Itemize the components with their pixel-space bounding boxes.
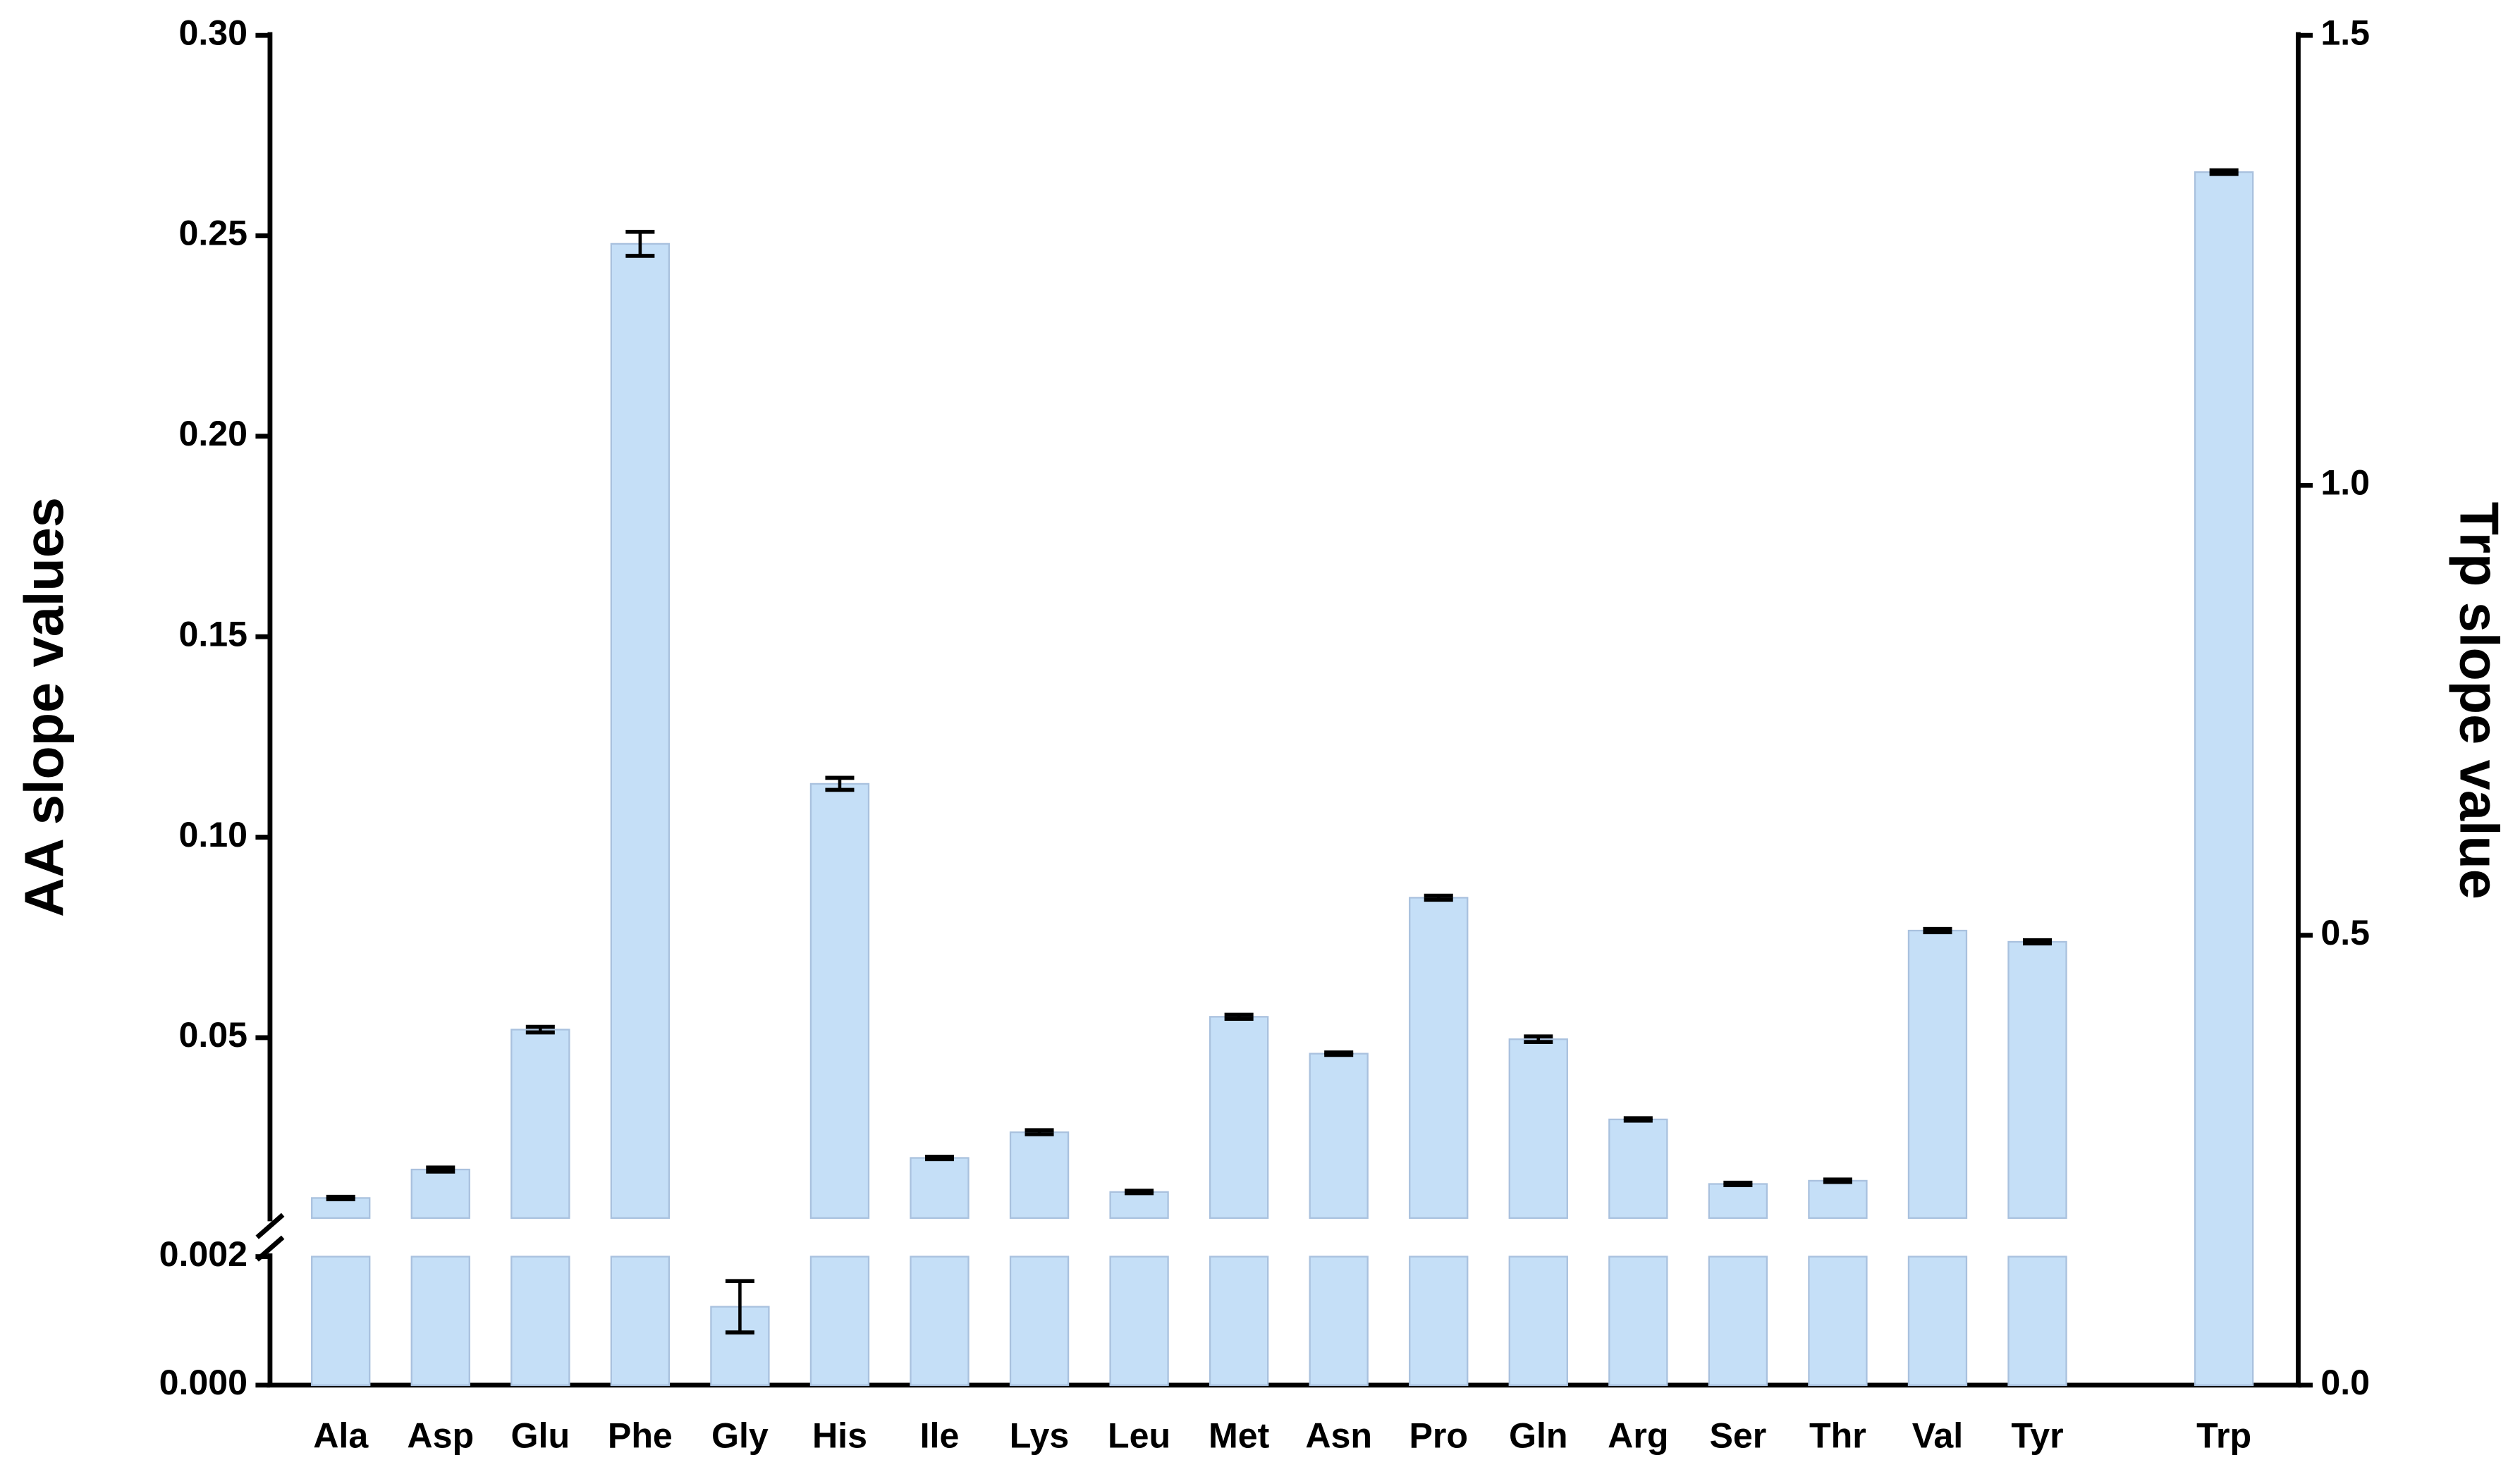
- x-tick-label: Tyr: [2011, 1416, 2063, 1455]
- bar: [1907, 1256, 1968, 1387]
- bar: [1209, 1256, 1269, 1387]
- bar: [2007, 940, 2067, 1219]
- bar: [1708, 1183, 1768, 1219]
- y-tick-label: 0.25: [178, 214, 247, 253]
- bar: [1409, 897, 1469, 1219]
- bar: [910, 1256, 970, 1387]
- bar: [1808, 1179, 1868, 1219]
- bar: [1109, 1191, 1169, 1219]
- axis-break: [255, 1213, 285, 1239]
- bar: [410, 1168, 470, 1219]
- bar: [1009, 1256, 1070, 1387]
- bar: [1409, 1256, 1469, 1387]
- y-tick-label: 0.05: [178, 1015, 247, 1055]
- bar: [1109, 1256, 1169, 1387]
- x-tick-label: Lys: [1010, 1416, 1070, 1455]
- y-tick-label: 0.10: [178, 815, 247, 854]
- x-tick-label: Ser: [1709, 1416, 1766, 1455]
- x-tick-label: Trp: [2196, 1416, 2251, 1455]
- bar: [2194, 171, 2254, 1387]
- y-tick-label: 0.002: [159, 1234, 247, 1274]
- y-axis-title: AA slope values: [14, 497, 75, 917]
- y2-tick-label: 0.5: [2320, 913, 2370, 952]
- bar: [610, 1256, 671, 1387]
- x-tick-label: Leu: [1108, 1416, 1170, 1455]
- bar: [1508, 1038, 1568, 1219]
- bar: [2007, 1256, 2067, 1387]
- bar: [610, 243, 671, 1219]
- x-tick-label: Pro: [1409, 1416, 1468, 1455]
- bar: [1708, 1256, 1768, 1387]
- bar: [910, 1157, 970, 1219]
- x-tick-label: Ala: [313, 1416, 369, 1455]
- y2-tick-label: 0.0: [2320, 1363, 2370, 1402]
- bar: [510, 1256, 570, 1387]
- x-tick-label: Met: [1209, 1416, 1270, 1455]
- x-tick-label: Ile: [920, 1416, 960, 1455]
- x-tick-label: His: [812, 1416, 867, 1455]
- bar: [510, 1029, 570, 1219]
- bar: [1608, 1118, 1668, 1219]
- bar: [809, 783, 870, 1219]
- bar: [1808, 1256, 1868, 1387]
- bar: [1907, 929, 1968, 1219]
- y2-tick-label: 1.5: [2320, 13, 2370, 52]
- y-tick-label: 0.000: [159, 1363, 247, 1402]
- x-tick-label: Glu: [511, 1416, 570, 1455]
- y-tick-label: 0.15: [178, 614, 247, 653]
- x-tick-label: Gln: [1509, 1416, 1568, 1455]
- bar: [1309, 1053, 1369, 1219]
- x-tick-label: Asn: [1305, 1416, 1372, 1455]
- x-tick-label: Asp: [407, 1416, 474, 1455]
- bar: [809, 1256, 870, 1387]
- bar: [1209, 1016, 1269, 1219]
- bar: [1009, 1131, 1070, 1219]
- x-tick-label: Arg: [1608, 1416, 1668, 1455]
- bar: [311, 1256, 371, 1387]
- bar: [1508, 1256, 1568, 1387]
- bar: [1608, 1256, 1668, 1387]
- bar: [1309, 1256, 1369, 1387]
- bar: [410, 1256, 470, 1387]
- y-tick-label: 0.30: [178, 13, 247, 52]
- y2-axis-title: Trp slope value: [2449, 502, 2509, 900]
- x-tick-label: Gly: [711, 1416, 769, 1455]
- x-tick-label: Phe: [608, 1416, 673, 1455]
- x-tick-label: Val: [1912, 1416, 1963, 1455]
- y2-tick-label: 1.0: [2320, 463, 2370, 503]
- x-tick-label: Thr: [1809, 1416, 1866, 1455]
- y-tick-label: 0.20: [178, 414, 247, 453]
